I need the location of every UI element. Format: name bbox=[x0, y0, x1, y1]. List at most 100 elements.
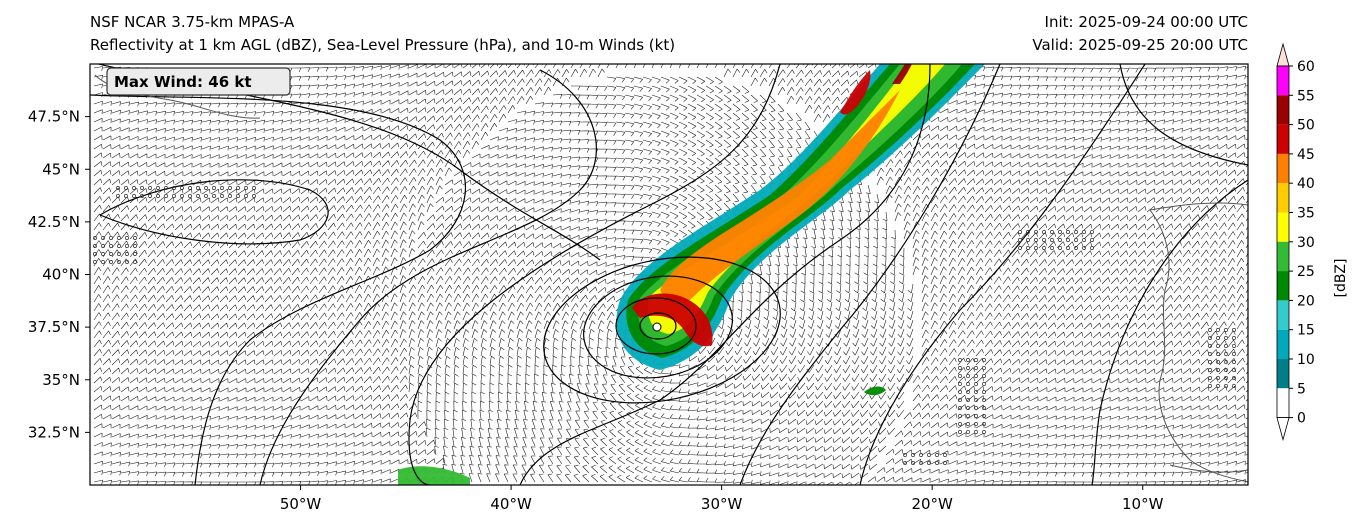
hp-dot bbox=[109, 260, 113, 264]
hp-dot bbox=[1050, 246, 1054, 250]
hp-dot bbox=[1216, 376, 1220, 380]
colorbar-tick-label: 55 bbox=[1297, 88, 1315, 104]
hp-dot bbox=[117, 260, 121, 264]
colorbar-segment bbox=[1277, 212, 1289, 242]
hp-dot bbox=[1216, 360, 1220, 364]
hp-dot bbox=[1208, 352, 1212, 356]
map-panel bbox=[90, 64, 1248, 485]
hp-dot bbox=[982, 390, 986, 394]
hp-dot bbox=[228, 194, 232, 198]
lon-tick-label: 40°W bbox=[490, 495, 532, 513]
hp-dot bbox=[958, 398, 962, 402]
colorbar-segment bbox=[1277, 359, 1289, 389]
hp-dot bbox=[974, 422, 978, 426]
hp-dot bbox=[974, 390, 978, 394]
hp-dot bbox=[125, 236, 129, 240]
colorbar-segment bbox=[1277, 329, 1289, 359]
colorbar-tick-label: 10 bbox=[1297, 352, 1315, 368]
hp-dot bbox=[101, 260, 105, 264]
high-pressure-dots bbox=[93, 186, 1236, 465]
colorbar-tick-label: 20 bbox=[1297, 293, 1315, 309]
hp-dot bbox=[101, 236, 105, 240]
hp-dot bbox=[1066, 230, 1070, 234]
hp-dot bbox=[228, 186, 232, 190]
hp-dot bbox=[982, 374, 986, 378]
hp-dot bbox=[172, 194, 176, 198]
hp-dot bbox=[1034, 230, 1038, 234]
hp-dot bbox=[1042, 246, 1046, 250]
lat-tick-label: 47.5°N bbox=[28, 108, 80, 126]
isobar bbox=[583, 275, 733, 379]
hp-dot bbox=[124, 194, 128, 198]
hp-dot bbox=[1224, 344, 1228, 348]
hp-dot bbox=[172, 186, 176, 190]
hp-dot bbox=[911, 461, 915, 465]
hp-dot bbox=[966, 430, 970, 434]
isobar bbox=[259, 69, 597, 485]
lat-tick-label: 32.5°N bbox=[28, 423, 80, 441]
map-title: NSF NCAR 3.75-km MPAS-A bbox=[90, 13, 295, 31]
colorbar-label: [dBZ] bbox=[1333, 258, 1349, 297]
iberia-north-coast bbox=[1149, 202, 1248, 211]
hp-dot bbox=[1232, 328, 1236, 332]
hp-dot bbox=[1082, 238, 1086, 242]
isobar bbox=[615, 297, 697, 355]
lat-tick-label: 42.5°N bbox=[28, 213, 80, 231]
hp-dot bbox=[93, 260, 97, 264]
refl-cell-south bbox=[864, 386, 886, 396]
hp-dot bbox=[1058, 238, 1062, 242]
max-wind-label: Max Wind: 46 kt bbox=[114, 73, 252, 91]
colorbar-tick-label: 30 bbox=[1297, 235, 1315, 251]
hp-dot bbox=[236, 186, 240, 190]
hp-dot bbox=[958, 382, 962, 386]
colorbar-segment bbox=[1277, 241, 1289, 272]
hp-dot bbox=[101, 244, 105, 248]
hp-dot bbox=[1216, 328, 1220, 332]
hp-dot bbox=[919, 453, 923, 457]
refl-45dbz-north bbox=[840, 70, 871, 115]
hp-dot bbox=[974, 430, 978, 434]
hp-dot bbox=[101, 252, 105, 256]
hp-dot bbox=[982, 382, 986, 386]
hp-dot bbox=[966, 398, 970, 402]
hp-dot bbox=[117, 236, 121, 240]
hp-dot bbox=[1066, 246, 1070, 250]
colorbar-segment bbox=[1277, 271, 1289, 301]
hp-dot bbox=[982, 358, 986, 362]
hp-dot bbox=[1224, 352, 1228, 356]
isobar bbox=[99, 179, 329, 245]
hp-dot bbox=[109, 236, 113, 240]
hp-dot bbox=[1232, 336, 1236, 340]
hp-dot bbox=[1232, 352, 1236, 356]
hp-dot bbox=[132, 194, 136, 198]
hp-dot bbox=[958, 374, 962, 378]
hp-dot bbox=[958, 406, 962, 410]
hp-dot bbox=[1208, 344, 1212, 348]
hp-dot bbox=[133, 244, 137, 248]
hp-dot bbox=[935, 461, 939, 465]
hp-dot bbox=[1232, 376, 1236, 380]
hp-dot bbox=[1216, 384, 1220, 388]
colorbar-tick-label: 50 bbox=[1297, 118, 1315, 134]
hp-dot bbox=[966, 414, 970, 418]
hp-dot bbox=[1018, 230, 1022, 234]
hp-dot bbox=[1082, 246, 1086, 250]
hp-dot bbox=[93, 244, 97, 248]
lon-tick-label: 20°W bbox=[911, 495, 953, 513]
hp-dot bbox=[903, 461, 907, 465]
hp-dot bbox=[204, 194, 208, 198]
isobar bbox=[543, 256, 781, 404]
hp-dot bbox=[1074, 238, 1078, 242]
valid-time: Valid: 2025-09-25 20:00 UTC bbox=[1032, 36, 1248, 54]
hp-dot bbox=[1090, 246, 1094, 250]
colorbar-tick-label: 15 bbox=[1297, 323, 1315, 339]
hp-dot bbox=[1208, 336, 1212, 340]
hp-dot bbox=[125, 252, 129, 256]
colorbar-segment bbox=[1277, 66, 1289, 96]
isobar bbox=[859, 64, 1146, 485]
hp-dot bbox=[133, 236, 137, 240]
hp-dot bbox=[236, 194, 240, 198]
colorbar-tick-label: 35 bbox=[1297, 206, 1315, 222]
hp-dot bbox=[132, 186, 136, 190]
